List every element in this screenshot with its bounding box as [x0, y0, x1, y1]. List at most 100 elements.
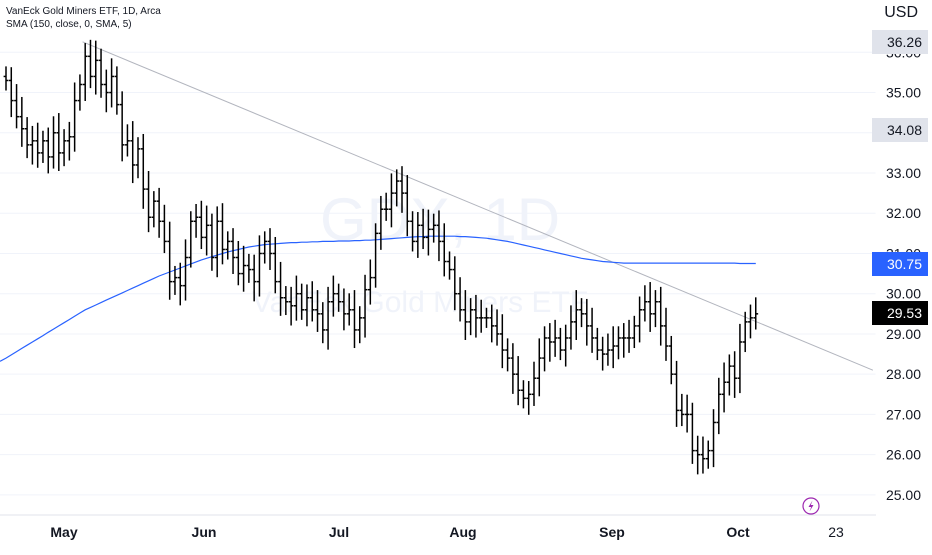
- ohlc-bar[interactable]: [188, 211, 194, 268]
- ohlc-bar[interactable]: [193, 203, 199, 238]
- ohlc-bar[interactable]: [35, 122, 41, 168]
- ohlc-bar[interactable]: [695, 435, 701, 475]
- ohlc-bar[interactable]: [109, 58, 114, 108]
- ohlc-bar[interactable]: [93, 40, 99, 95]
- ohlc-bar[interactable]: [542, 326, 547, 372]
- ohlc-bar[interactable]: [690, 402, 695, 464]
- ohlc-bar[interactable]: [304, 284, 310, 327]
- ohlc-bar[interactable]: [394, 169, 400, 207]
- ohlc-bar[interactable]: [600, 336, 606, 371]
- ohlc-bar[interactable]: [658, 286, 664, 346]
- ohlc-bar[interactable]: [262, 231, 268, 264]
- ohlc-bar[interactable]: [441, 223, 447, 277]
- ohlc-bar[interactable]: [24, 117, 30, 159]
- ohlc-bar[interactable]: [346, 293, 352, 326]
- ohlc-bar[interactable]: [336, 283, 342, 312]
- ohlc-bar[interactable]: [737, 323, 743, 394]
- ohlc-bar[interactable]: [341, 288, 347, 331]
- ohlc-bar[interactable]: [552, 319, 558, 357]
- ohlc-bar[interactable]: [119, 91, 125, 162]
- ohlc-bar[interactable]: [257, 235, 262, 297]
- currency-label[interactable]: USD: [884, 4, 918, 21]
- price-tag[interactable]: 30.75: [872, 251, 928, 276]
- ohlc-bar[interactable]: [705, 440, 711, 469]
- ohlc-bar[interactable]: [241, 245, 246, 292]
- ohlc-bar[interactable]: [484, 307, 489, 328]
- ohlc-bar[interactable]: [653, 290, 658, 328]
- ohlc-bar[interactable]: [30, 125, 35, 165]
- ohlc-bar[interactable]: [177, 262, 183, 306]
- ohlc-bar[interactable]: [72, 82, 78, 152]
- ohlc-bar[interactable]: [51, 116, 56, 169]
- ohlc-bar[interactable]: [151, 191, 157, 228]
- ohlc-bar[interactable]: [452, 256, 458, 311]
- ohlc-bar[interactable]: [700, 436, 706, 474]
- ohlc-bar[interactable]: [3, 66, 9, 91]
- ohlc-bar[interactable]: [647, 282, 653, 332]
- ohlc-bar[interactable]: [478, 299, 484, 333]
- ohlc-bar[interactable]: [589, 307, 595, 353]
- ohlc-bar[interactable]: [204, 205, 210, 256]
- ohlc-bar[interactable]: [642, 285, 648, 322]
- ohlc-bar[interactable]: [505, 338, 510, 372]
- ohlc-bar[interactable]: [415, 212, 421, 258]
- ohlc-bar[interactable]: [568, 305, 574, 350]
- ohlc-bar[interactable]: [558, 327, 563, 361]
- ohlc-bar[interactable]: [399, 166, 405, 213]
- ohlc-bar[interactable]: [299, 283, 305, 320]
- ohlc-bar[interactable]: [162, 204, 167, 254]
- ohlc-bar[interactable]: [235, 241, 241, 286]
- ohlc-bar[interactable]: [679, 393, 685, 427]
- ohlc-bar[interactable]: [668, 335, 674, 385]
- ohlc-bar[interactable]: [663, 307, 669, 361]
- ohlc-bar[interactable]: [431, 213, 437, 243]
- ohlc-bar[interactable]: [711, 409, 716, 468]
- ohlc-bar[interactable]: [626, 319, 632, 353]
- price-tag[interactable]: 29.53: [872, 300, 928, 325]
- ohlc-bar[interactable]: [272, 236, 278, 294]
- ohlc-bar[interactable]: [315, 290, 320, 332]
- ohlc-bar[interactable]: [383, 192, 389, 221]
- ohlc-bar[interactable]: [146, 170, 151, 233]
- ohlc-bar[interactable]: [225, 231, 231, 260]
- ohlc-bar[interactable]: [594, 327, 600, 361]
- ohlc-bar[interactable]: [531, 361, 537, 406]
- ohlc-bar[interactable]: [447, 251, 452, 280]
- ohlc-bar[interactable]: [209, 213, 215, 271]
- ohlc-bar[interactable]: [436, 210, 442, 262]
- ohlc-bar[interactable]: [494, 309, 500, 346]
- ohlc-bar[interactable]: [367, 259, 373, 305]
- ohlc-bar[interactable]: [357, 306, 363, 344]
- ohlc-bar[interactable]: [167, 221, 173, 300]
- ohlc-bar[interactable]: [156, 187, 162, 238]
- ohlc-bar[interactable]: [621, 323, 627, 358]
- ohlc-bar[interactable]: [489, 304, 495, 343]
- ohlc-bar[interactable]: [753, 297, 759, 330]
- ohlc-bar[interactable]: [378, 195, 384, 250]
- ohlc-bar[interactable]: [114, 66, 120, 115]
- ohlc-bar[interactable]: [45, 127, 51, 174]
- ohlc-bar[interactable]: [130, 121, 136, 184]
- ohlc-bar[interactable]: [389, 173, 394, 228]
- ohlc-bar[interactable]: [230, 228, 236, 274]
- ohlc-bar[interactable]: [88, 39, 93, 89]
- ohlc-bar[interactable]: [420, 208, 426, 250]
- ohlc-bar[interactable]: [563, 324, 569, 367]
- ohlc-bar[interactable]: [457, 277, 463, 322]
- ohlc-bar[interactable]: [220, 203, 225, 265]
- ohlc-bar[interactable]: [66, 121, 72, 161]
- ohlc-bar[interactable]: [352, 290, 357, 349]
- ohlc-bar[interactable]: [742, 311, 748, 353]
- lightning-icon[interactable]: [802, 497, 820, 515]
- ohlc-bar[interactable]: [135, 137, 141, 179]
- ohlc-bar[interactable]: [56, 113, 62, 171]
- trendline[interactable]: [82, 41, 874, 371]
- ohlc-bar[interactable]: [748, 304, 753, 339]
- ohlc-bar[interactable]: [251, 254, 257, 302]
- ohlc-bar[interactable]: [526, 381, 532, 415]
- time-axis[interactable]: May Jun Jul Aug Sep Oct 23: [50, 524, 844, 540]
- ohlc-bar[interactable]: [267, 228, 273, 270]
- ohlc-bar[interactable]: [330, 275, 336, 317]
- ohlc-bar[interactable]: [468, 298, 474, 336]
